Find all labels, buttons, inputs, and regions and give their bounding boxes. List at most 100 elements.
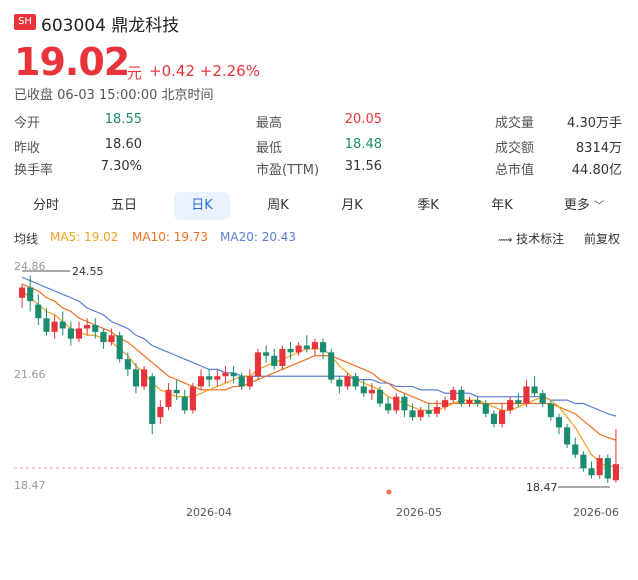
candle bbox=[433, 400, 441, 418]
tab-quarterly-k[interactable]: 季K bbox=[417, 198, 439, 213]
candle-body bbox=[409, 410, 416, 418]
stat-label: 总市值 bbox=[495, 163, 535, 178]
candle bbox=[336, 376, 343, 394]
candle bbox=[515, 393, 522, 407]
candles bbox=[19, 275, 619, 483]
candle-body bbox=[458, 389, 465, 404]
candle-body bbox=[555, 417, 563, 428]
annotation-icon: ⟿ bbox=[498, 235, 513, 246]
ma20-path bbox=[21, 276, 617, 417]
tab-daily-k[interactable]: 日K bbox=[174, 192, 230, 220]
tab-monthly-k[interactable]: 月K bbox=[341, 198, 363, 213]
candle-body bbox=[59, 321, 66, 329]
candle bbox=[132, 362, 140, 394]
candle-body bbox=[360, 386, 367, 394]
candle-body bbox=[92, 325, 99, 332]
tab-weekly-k[interactable]: 周K bbox=[267, 198, 289, 213]
candle-body bbox=[181, 396, 188, 411]
max-marker: 24.55 bbox=[22, 265, 104, 278]
candle bbox=[450, 386, 457, 404]
candle bbox=[35, 294, 42, 326]
candle bbox=[604, 454, 611, 483]
candle bbox=[311, 338, 318, 356]
candle bbox=[27, 275, 34, 312]
stat-label: 最高 bbox=[256, 116, 283, 131]
stat-value: 18.55 bbox=[104, 112, 142, 127]
stat-label: 市盈(TTM) bbox=[256, 163, 320, 178]
stock-code: 603004 bbox=[41, 16, 106, 36]
min-price-label: 18.47 bbox=[526, 481, 558, 494]
candle-body bbox=[311, 342, 318, 349]
kline-chart[interactable]: 24.86 21.66 18.47 24.55 18.47 2026-04 20… bbox=[0, 255, 638, 525]
candle bbox=[206, 369, 213, 387]
candle-body bbox=[417, 410, 424, 418]
candle-body bbox=[141, 369, 148, 387]
candle bbox=[588, 461, 595, 479]
tab-five-day[interactable]: 五日 bbox=[110, 198, 137, 213]
ma20-value: MA20: 20.43 bbox=[220, 230, 297, 244]
candle-body bbox=[523, 386, 530, 404]
candle bbox=[360, 379, 367, 397]
candle-body bbox=[246, 376, 253, 387]
candle bbox=[401, 393, 408, 418]
candle-body bbox=[27, 287, 34, 302]
candle-body bbox=[43, 318, 50, 332]
stat-value: 18.48 bbox=[344, 137, 382, 152]
candle-body bbox=[596, 458, 603, 476]
min-marker: 18.47 bbox=[526, 481, 610, 494]
stock-name: 鼎龙科技 bbox=[111, 16, 180, 36]
candle bbox=[320, 338, 327, 360]
x-tick-label: 2026-05 bbox=[396, 506, 442, 519]
candle bbox=[547, 400, 554, 421]
candle-body bbox=[336, 379, 343, 387]
candle bbox=[271, 348, 278, 370]
price-unit: 元 bbox=[127, 64, 143, 82]
candle bbox=[263, 345, 270, 363]
candle bbox=[214, 369, 221, 387]
candle-body bbox=[108, 335, 115, 343]
candle bbox=[352, 372, 359, 390]
candle-body bbox=[132, 369, 140, 387]
candle bbox=[141, 365, 148, 390]
tab-yearly-k[interactable]: 年K bbox=[491, 198, 513, 213]
candle-body bbox=[474, 400, 481, 404]
candle bbox=[482, 400, 489, 418]
candle-body bbox=[450, 389, 457, 401]
ma5-line bbox=[21, 290, 617, 470]
candle-body bbox=[67, 328, 74, 339]
candle-body bbox=[498, 410, 506, 424]
tab-more[interactable]: 更多 ﹀ bbox=[556, 192, 612, 220]
candle bbox=[344, 372, 351, 390]
candle bbox=[409, 403, 416, 421]
candle bbox=[466, 396, 473, 407]
candle-body bbox=[303, 345, 310, 349]
candle-body bbox=[490, 413, 497, 424]
candle bbox=[376, 386, 384, 407]
candle-body bbox=[35, 304, 42, 319]
adjust-mode-button[interactable]: 前复权 bbox=[584, 232, 621, 246]
candle-body bbox=[124, 359, 131, 370]
candle bbox=[539, 389, 546, 407]
candle bbox=[328, 348, 335, 384]
candle bbox=[295, 342, 302, 356]
candle-body bbox=[344, 376, 351, 387]
candle-body bbox=[539, 393, 546, 404]
candle-body bbox=[263, 352, 270, 356]
technical-annotation-button[interactable]: ⟿ 技术标注 bbox=[498, 230, 564, 247]
stat-value: 8314万 bbox=[575, 141, 622, 156]
candle bbox=[564, 423, 571, 448]
candle-body bbox=[51, 321, 58, 332]
candle bbox=[100, 328, 107, 349]
candle bbox=[230, 365, 237, 384]
event-marker[interactable] bbox=[386, 489, 392, 495]
candle bbox=[368, 383, 375, 401]
stat-value: 44.80亿 bbox=[571, 163, 622, 178]
stat-label: 最低 bbox=[256, 141, 283, 156]
candle-body bbox=[149, 376, 156, 424]
candle bbox=[417, 406, 424, 421]
candle bbox=[116, 331, 123, 363]
tab-intraday[interactable]: 分时 bbox=[32, 198, 59, 213]
stat-label: 成交量 bbox=[495, 116, 535, 131]
y-tick-label: 21.66 bbox=[14, 368, 46, 381]
candle bbox=[51, 314, 58, 339]
